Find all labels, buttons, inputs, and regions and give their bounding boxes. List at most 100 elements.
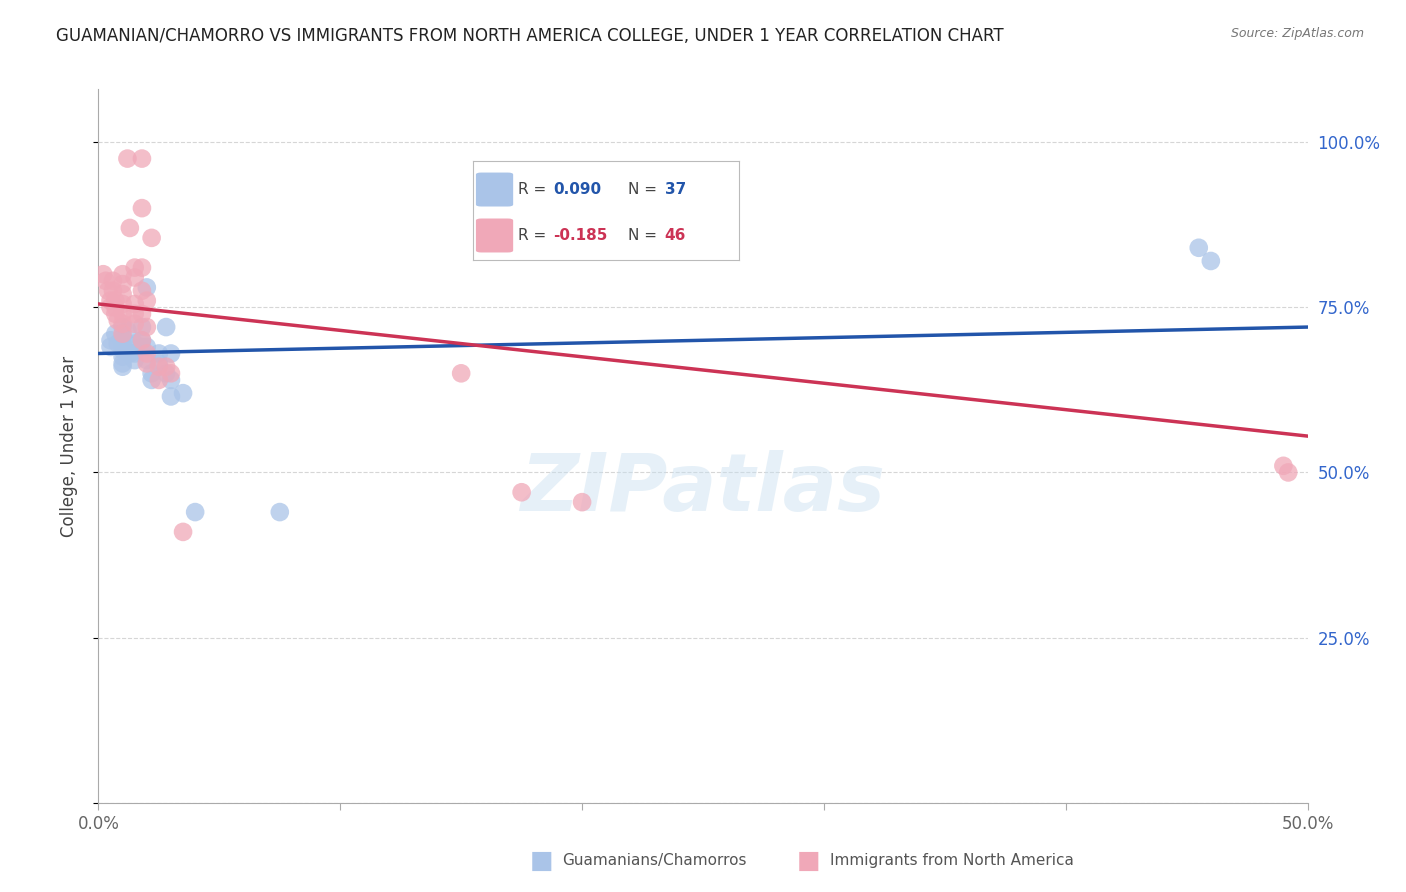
- Point: [124, 297, 146, 311]
- Text: -0.185: -0.185: [553, 228, 607, 243]
- Point: [118, 221, 141, 235]
- Y-axis label: College, Under 1 year: College, Under 1 year: [59, 355, 77, 537]
- Point: [160, 367, 183, 381]
- Point: [160, 389, 183, 403]
- Point: [160, 346, 183, 360]
- Point: [172, 386, 194, 401]
- Point: [94, 274, 117, 288]
- Point: [104, 326, 127, 341]
- Point: [571, 495, 593, 509]
- Point: [111, 356, 134, 370]
- Point: [131, 333, 153, 347]
- Point: [101, 274, 124, 288]
- Text: N =: N =: [627, 228, 661, 243]
- Point: [131, 152, 153, 166]
- Point: [148, 356, 170, 370]
- Point: [172, 524, 194, 539]
- Point: [107, 313, 129, 327]
- FancyBboxPatch shape: [475, 172, 513, 207]
- Point: [155, 367, 177, 381]
- Point: [124, 307, 146, 321]
- Point: [141, 367, 163, 381]
- Point: [131, 260, 153, 275]
- Point: [111, 350, 134, 364]
- Point: [131, 284, 153, 298]
- Point: [111, 359, 134, 374]
- Point: [135, 353, 157, 368]
- Text: ZIPatlas: ZIPatlas: [520, 450, 886, 528]
- Point: [131, 333, 153, 347]
- Text: R =: R =: [519, 182, 551, 197]
- Text: Immigrants from North America: Immigrants from North America: [830, 854, 1073, 868]
- Point: [124, 336, 146, 351]
- Point: [118, 346, 141, 360]
- Point: [111, 320, 134, 334]
- Point: [100, 300, 122, 314]
- Point: [135, 346, 157, 360]
- Point: [111, 330, 134, 344]
- Text: ■: ■: [797, 849, 820, 872]
- Point: [111, 297, 134, 311]
- Point: [107, 336, 129, 351]
- Point: [148, 359, 170, 374]
- Point: [141, 231, 163, 245]
- Point: [101, 284, 124, 298]
- Point: [100, 340, 122, 354]
- Point: [131, 320, 153, 334]
- Point: [135, 320, 157, 334]
- Point: [1277, 466, 1299, 480]
- Point: [135, 280, 157, 294]
- Point: [111, 326, 134, 341]
- Point: [117, 152, 139, 166]
- Point: [148, 373, 170, 387]
- Point: [1199, 254, 1222, 268]
- Text: Source: ZipAtlas.com: Source: ZipAtlas.com: [1230, 27, 1364, 40]
- Point: [104, 293, 127, 308]
- Point: [111, 267, 134, 281]
- Point: [117, 323, 139, 337]
- Point: [141, 373, 163, 387]
- Point: [111, 307, 134, 321]
- Point: [124, 270, 146, 285]
- Point: [111, 317, 134, 331]
- Point: [135, 293, 157, 308]
- Point: [124, 260, 146, 275]
- Point: [131, 307, 153, 321]
- Text: GUAMANIAN/CHAMORRO VS IMMIGRANTS FROM NORTH AMERICA COLLEGE, UNDER 1 YEAR CORREL: GUAMANIAN/CHAMORRO VS IMMIGRANTS FROM NO…: [56, 27, 1004, 45]
- Point: [135, 340, 157, 354]
- Point: [155, 320, 177, 334]
- Point: [100, 293, 122, 308]
- Point: [1272, 458, 1295, 473]
- Point: [510, 485, 533, 500]
- Point: [160, 373, 183, 387]
- Point: [104, 307, 127, 321]
- Point: [155, 359, 177, 374]
- Point: [148, 346, 170, 360]
- Point: [100, 333, 122, 347]
- Point: [91, 267, 114, 281]
- Point: [131, 201, 153, 215]
- Point: [111, 343, 134, 358]
- Text: 46: 46: [665, 228, 686, 243]
- Point: [111, 336, 134, 351]
- Text: N =: N =: [627, 182, 661, 197]
- Text: 37: 37: [665, 182, 686, 197]
- Point: [269, 505, 291, 519]
- Point: [135, 356, 157, 370]
- FancyBboxPatch shape: [475, 219, 513, 252]
- Text: R =: R =: [519, 228, 551, 243]
- Text: 0.090: 0.090: [553, 182, 602, 197]
- Point: [124, 317, 146, 331]
- Point: [97, 284, 120, 298]
- Point: [124, 353, 146, 368]
- Text: Guamanians/Chamorros: Guamanians/Chamorros: [562, 854, 747, 868]
- Point: [104, 300, 127, 314]
- Point: [124, 346, 146, 360]
- Point: [111, 277, 134, 292]
- Point: [184, 505, 207, 519]
- Point: [131, 340, 153, 354]
- Point: [1188, 241, 1211, 255]
- Point: [117, 336, 139, 351]
- Point: [450, 367, 472, 381]
- Text: ■: ■: [530, 849, 553, 872]
